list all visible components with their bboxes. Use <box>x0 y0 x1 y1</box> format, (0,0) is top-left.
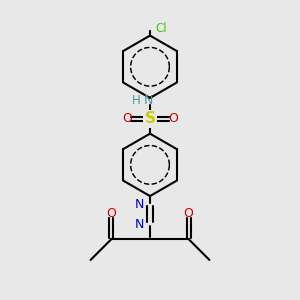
Text: Cl: Cl <box>155 22 167 34</box>
Text: N: N <box>144 94 153 107</box>
Text: O: O <box>122 112 132 125</box>
Text: O: O <box>106 207 116 220</box>
Text: O: O <box>184 207 194 220</box>
Text: H: H <box>132 94 141 107</box>
Text: O: O <box>168 112 178 125</box>
Text: N: N <box>135 218 144 231</box>
Text: S: S <box>145 111 155 126</box>
Text: N: N <box>135 199 144 212</box>
